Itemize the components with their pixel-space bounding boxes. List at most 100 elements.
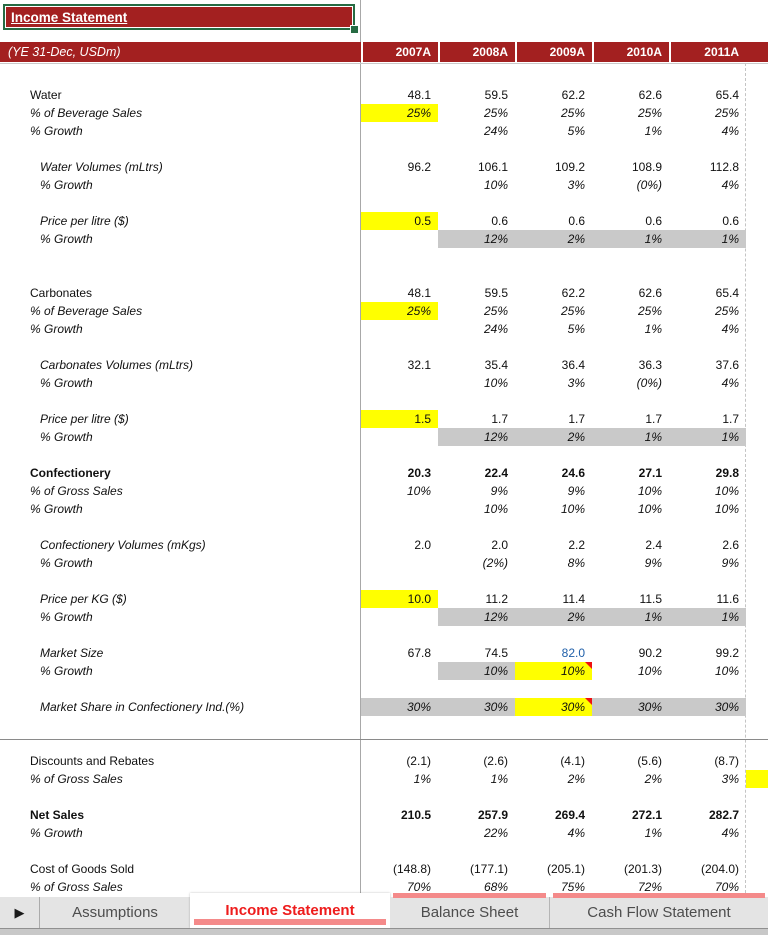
value-cell[interactable]: 282.7 bbox=[669, 806, 746, 824]
value-cell[interactable]: 90.2 bbox=[592, 644, 669, 662]
value-cell[interactable]: 2% bbox=[515, 770, 592, 788]
value-cell[interactable]: 35.4 bbox=[438, 356, 515, 374]
row-label[interactable]: % Growth bbox=[40, 430, 93, 444]
value-cell[interactable]: 1% bbox=[592, 608, 669, 626]
value-cell[interactable]: 70% bbox=[361, 878, 438, 896]
value-cell[interactable]: (201.3) bbox=[592, 860, 669, 878]
value-cell[interactable]: 2.0 bbox=[361, 536, 438, 554]
value-cell[interactable]: 22% bbox=[438, 824, 515, 842]
row-label[interactable]: Water Volumes (mLtrs) bbox=[40, 160, 163, 174]
row-label[interactable]: % Growth bbox=[40, 376, 93, 390]
value-cell[interactable]: 11.6 bbox=[669, 590, 746, 608]
row-label[interactable]: % Growth bbox=[30, 502, 83, 516]
value-cell[interactable]: 30% bbox=[361, 698, 438, 716]
row-label[interactable]: Cost of Goods Sold bbox=[30, 862, 135, 876]
value-cell[interactable]: 29.8 bbox=[669, 464, 746, 482]
row-label[interactable]: % of Beverage Sales bbox=[30, 304, 143, 318]
value-cell[interactable]: 11.5 bbox=[592, 590, 669, 608]
sheet-nav-button[interactable]: ▶ bbox=[0, 897, 40, 928]
value-cell[interactable]: 2.4 bbox=[592, 536, 669, 554]
value-cell[interactable]: 0.6 bbox=[438, 212, 515, 230]
value-cell[interactable] bbox=[361, 176, 438, 194]
value-cell[interactable]: 24% bbox=[438, 320, 515, 338]
value-cell[interactable] bbox=[361, 824, 438, 842]
row-label[interactable]: % of Gross Sales bbox=[30, 772, 123, 786]
row-label[interactable]: Carbonates bbox=[30, 286, 93, 300]
row-label[interactable]: % of Beverage Sales bbox=[30, 106, 143, 120]
value-cell[interactable]: 8% bbox=[515, 554, 592, 572]
row-label[interactable]: % Growth bbox=[40, 664, 93, 678]
value-cell[interactable]: 25% bbox=[361, 104, 438, 122]
value-cell[interactable]: 112.8 bbox=[669, 158, 746, 176]
row-label[interactable]: Price per KG ($) bbox=[40, 592, 127, 606]
value-cell[interactable]: 32.1 bbox=[361, 356, 438, 374]
value-cell[interactable]: 1% bbox=[669, 608, 746, 626]
value-cell[interactable]: 36.4 bbox=[515, 356, 592, 374]
value-cell[interactable]: 3% bbox=[515, 374, 592, 392]
value-cell[interactable]: 106.1 bbox=[438, 158, 515, 176]
value-cell[interactable]: 75% bbox=[515, 878, 592, 896]
value-cell[interactable] bbox=[361, 230, 438, 248]
value-cell[interactable]: 96.2 bbox=[361, 158, 438, 176]
value-cell[interactable]: (2.1) bbox=[361, 752, 438, 770]
value-cell[interactable]: 27.1 bbox=[592, 464, 669, 482]
row-label[interactable]: Carbonates Volumes (mLtrs) bbox=[40, 358, 193, 372]
value-cell[interactable]: 48.1 bbox=[361, 86, 438, 104]
value-cell[interactable] bbox=[361, 428, 438, 446]
value-cell[interactable]: 62.6 bbox=[592, 284, 669, 302]
value-cell[interactable]: 72% bbox=[592, 878, 669, 896]
value-cell[interactable]: 68% bbox=[438, 878, 515, 896]
value-cell[interactable]: 62.2 bbox=[515, 86, 592, 104]
row-label[interactable]: Net Sales bbox=[30, 808, 85, 822]
value-cell[interactable]: 25% bbox=[669, 104, 746, 122]
value-cell[interactable]: 59.5 bbox=[438, 86, 515, 104]
value-cell[interactable]: 10% bbox=[592, 662, 669, 680]
value-cell[interactable]: (4.1) bbox=[515, 752, 592, 770]
value-cell[interactable]: 1.7 bbox=[438, 410, 515, 428]
value-cell[interactable] bbox=[361, 374, 438, 392]
header-year-2010[interactable]: 2010A bbox=[592, 42, 669, 62]
value-cell[interactable]: 82.0 bbox=[515, 644, 592, 662]
value-cell[interactable]: 2.6 bbox=[669, 536, 746, 554]
value-cell[interactable]: 10% bbox=[515, 500, 592, 518]
value-cell[interactable]: 4% bbox=[669, 374, 746, 392]
value-cell[interactable]: 62.6 bbox=[592, 86, 669, 104]
row-label[interactable]: % Growth bbox=[40, 178, 93, 192]
value-cell[interactable]: 65.4 bbox=[669, 86, 746, 104]
row-label[interactable]: % Growth bbox=[30, 322, 83, 336]
value-cell[interactable]: 12% bbox=[438, 608, 515, 626]
value-cell[interactable]: 25% bbox=[515, 104, 592, 122]
value-cell[interactable]: 10% bbox=[361, 482, 438, 500]
value-cell[interactable]: 2% bbox=[515, 230, 592, 248]
value-cell[interactable]: 9% bbox=[592, 554, 669, 572]
value-cell[interactable]: 30% bbox=[669, 698, 746, 716]
value-cell[interactable]: 2.2 bbox=[515, 536, 592, 554]
row-label[interactable]: % of Gross Sales bbox=[30, 880, 123, 894]
tab-income-statement[interactable]: Income Statement bbox=[190, 893, 390, 928]
tab-assumptions[interactable]: Assumptions bbox=[40, 897, 190, 928]
value-cell[interactable]: 5% bbox=[515, 320, 592, 338]
value-cell[interactable]: 4% bbox=[515, 824, 592, 842]
header-year-2007[interactable]: 2007A bbox=[361, 42, 438, 62]
value-cell[interactable]: 24.6 bbox=[515, 464, 592, 482]
row-label[interactable]: Discounts and Rebates bbox=[30, 754, 155, 768]
value-cell[interactable]: 0.5 bbox=[361, 212, 438, 230]
value-cell[interactable]: 10% bbox=[515, 662, 592, 680]
value-cell[interactable]: 25% bbox=[592, 302, 669, 320]
value-cell[interactable]: 37.6 bbox=[669, 356, 746, 374]
tab-balance-sheet[interactable]: Balance Sheet bbox=[390, 893, 549, 928]
value-cell[interactable]: 9% bbox=[515, 482, 592, 500]
value-cell[interactable]: 10% bbox=[438, 500, 515, 518]
value-cell[interactable]: (2.6) bbox=[438, 752, 515, 770]
row-label[interactable]: Water bbox=[30, 88, 62, 102]
value-cell[interactable]: 59.5 bbox=[438, 284, 515, 302]
value-cell[interactable]: 25% bbox=[361, 302, 438, 320]
value-cell[interactable] bbox=[361, 554, 438, 572]
value-cell[interactable]: 24% bbox=[438, 122, 515, 140]
value-cell[interactable]: 12% bbox=[438, 230, 515, 248]
value-cell[interactable]: 10% bbox=[669, 662, 746, 680]
value-cell[interactable]: 65.4 bbox=[669, 284, 746, 302]
value-cell[interactable]: (8.7) bbox=[669, 752, 746, 770]
value-cell[interactable]: 9% bbox=[438, 482, 515, 500]
value-cell[interactable]: 36.3 bbox=[592, 356, 669, 374]
